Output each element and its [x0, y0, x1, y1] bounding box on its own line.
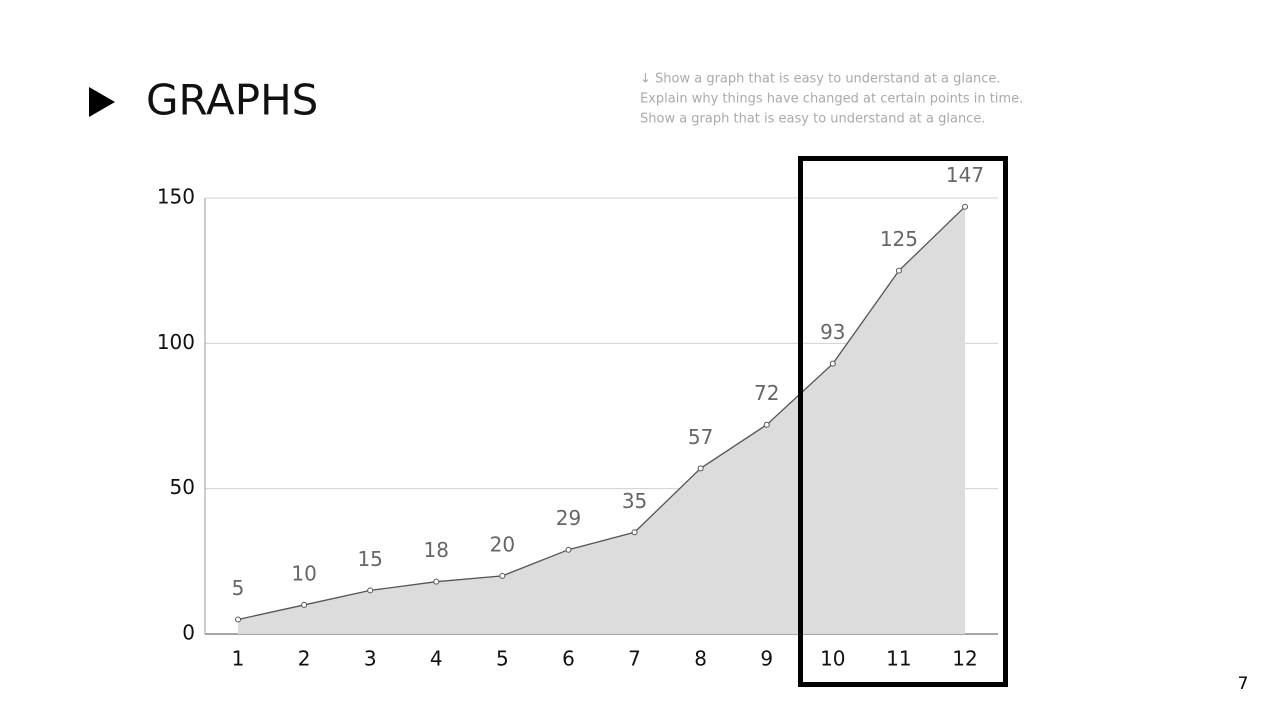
value-label: 18	[424, 538, 449, 562]
x-tick-label: 5	[496, 647, 509, 671]
y-tick-label: 50	[170, 475, 195, 499]
point	[829, 360, 836, 367]
value-label: 125	[880, 227, 918, 251]
value-label: 35	[622, 489, 647, 513]
x-tick-label: 3	[364, 647, 377, 671]
note: Show a graph that is easy to understand …	[640, 112, 985, 127]
y-tick-label: 150	[157, 185, 195, 209]
area	[238, 206, 965, 634]
highlight-box	[798, 156, 1008, 687]
note: Explain why things have changed at certa…	[640, 92, 1023, 107]
point	[367, 587, 374, 594]
point	[433, 578, 440, 585]
point	[301, 601, 308, 608]
x-tick-label: 8	[694, 647, 707, 671]
x-tick-label: 2	[298, 647, 311, 671]
chart: 0501001501521031541852062973585797210931…	[157, 163, 998, 671]
x-tick-label: 7	[628, 647, 641, 671]
point	[697, 465, 704, 472]
value-label: 147	[946, 163, 984, 187]
y-tick-label: 100	[157, 330, 195, 354]
x-tick-label: 9	[760, 647, 773, 671]
page-number: 7	[1238, 674, 1249, 694]
value-label: 20	[490, 532, 515, 556]
value-label: 5	[232, 576, 245, 600]
value-label: 72	[754, 381, 779, 405]
value-label: 15	[357, 547, 382, 571]
value-label: 93	[820, 320, 845, 344]
point	[235, 616, 241, 623]
point	[499, 572, 506, 579]
title-icon	[89, 87, 115, 117]
point	[763, 421, 770, 428]
note: ↓ Show a graph that is easy to understan…	[640, 72, 1001, 87]
x-tick-label: 4	[430, 647, 443, 671]
line	[237, 206, 966, 621]
x-tick-label: 12	[952, 647, 977, 671]
point	[565, 546, 572, 553]
value-label: 10	[291, 561, 316, 585]
x-tick-label: 6	[562, 647, 575, 671]
x-tick-label: 10	[820, 647, 845, 671]
point	[631, 529, 638, 536]
point	[895, 267, 902, 274]
value-label: 29	[556, 506, 581, 530]
x-tick-label: 1	[232, 647, 245, 671]
value-label: 57	[688, 425, 713, 449]
y-tick-label: 0	[182, 621, 195, 645]
slide-title: GRAPHS	[146, 76, 318, 125]
x-tick-label: 11	[886, 647, 911, 671]
point	[962, 203, 968, 210]
